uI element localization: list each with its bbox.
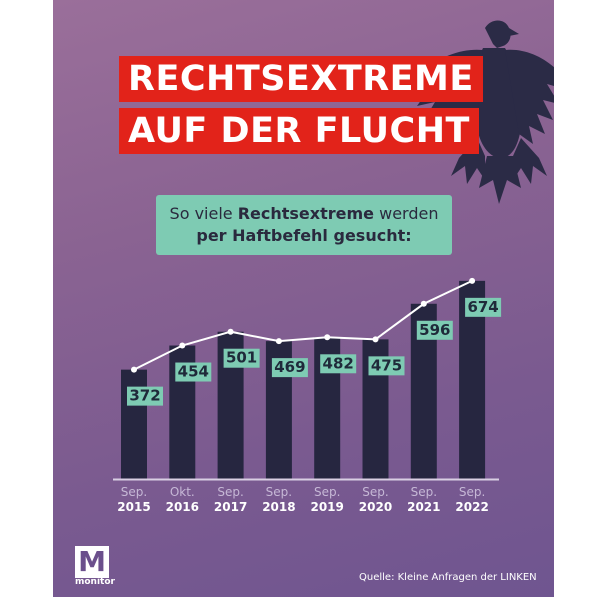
headline-line-2: AUF DER FLUCHT xyxy=(119,108,479,154)
tick-year-2020: 2020 xyxy=(359,500,392,514)
trend-point-2020 xyxy=(372,336,379,343)
data-label-bg-2017 xyxy=(223,348,260,368)
logo-mark: M xyxy=(75,546,109,578)
tick-year-2022: 2022 xyxy=(455,500,488,514)
data-label-2015: 372 xyxy=(129,387,160,405)
subtitle-bold-2: per Haftbefehl gesucht: xyxy=(196,226,412,245)
data-label-bg-2018 xyxy=(271,358,308,378)
tick-year-2019: 2019 xyxy=(310,500,343,514)
tick-month-2021: Sep. xyxy=(411,485,437,499)
infographic-card: RECHTSEXTREME AUF DER FLUCHT So viele Re… xyxy=(53,0,554,597)
tick-month-2018: Sep. xyxy=(266,485,292,499)
tick-month-2015: Sep. xyxy=(121,485,147,499)
data-label-bg-2019 xyxy=(320,354,357,374)
subtitle-text-2: werden xyxy=(374,204,439,223)
tick-year-2021: 2021 xyxy=(407,500,440,514)
tick-year-2017: 2017 xyxy=(214,500,247,514)
logo-text: monitor xyxy=(75,577,115,587)
tick-month-2020: Sep. xyxy=(362,485,388,499)
data-label-2019: 482 xyxy=(323,354,354,372)
data-label-2016: 454 xyxy=(178,363,209,381)
trend-point-2017 xyxy=(227,328,234,335)
data-label-bg-2016 xyxy=(175,362,212,382)
trend-point-2022 xyxy=(469,277,476,284)
tick-year-2016: 2016 xyxy=(166,500,199,514)
headline-line-1: RECHTSEXTREME xyxy=(119,56,483,102)
subtitle-line-1: So viele Rechtsextreme werden xyxy=(156,203,452,225)
data-label-2020: 475 xyxy=(371,356,402,374)
trend-point-2015 xyxy=(131,366,137,373)
trend-point-2019 xyxy=(324,334,331,341)
subtitle-box: So viele Rechtsextreme werden per Haftbe… xyxy=(156,195,452,255)
data-label-2018: 469 xyxy=(274,358,305,376)
trend-point-2016 xyxy=(179,342,186,349)
tick-month-2019: Sep. xyxy=(314,485,340,499)
source-note: Quelle: Kleine Anfragen der LINKEN xyxy=(359,572,537,583)
data-label-bg-2021 xyxy=(416,320,453,340)
subtitle-text-1: So viele xyxy=(169,204,238,223)
data-label-bg-2015 xyxy=(127,386,163,406)
data-label-2022: 674 xyxy=(467,298,498,316)
data-label-bg-2020 xyxy=(368,356,405,376)
tick-year-2018: 2018 xyxy=(262,500,295,514)
data-label-2017: 501 xyxy=(226,349,257,367)
tick-year-2015: 2015 xyxy=(117,500,150,514)
trend-line xyxy=(133,279,473,371)
tick-month-2022: Sep. xyxy=(459,485,485,499)
monitor-logo: M monitor xyxy=(75,546,115,587)
trend-point-2018 xyxy=(275,338,282,345)
subtitle-bold-1: Rechtsextreme xyxy=(237,204,375,223)
trend-point-2021 xyxy=(420,300,427,307)
subtitle-line-2: per Haftbefehl gesucht: xyxy=(156,225,452,247)
tick-month-2017: Sep. xyxy=(217,485,243,499)
data-label-2021: 596 xyxy=(419,321,450,339)
data-label-bg-2022 xyxy=(465,297,502,317)
tick-month-2016: Okt. xyxy=(170,485,195,499)
